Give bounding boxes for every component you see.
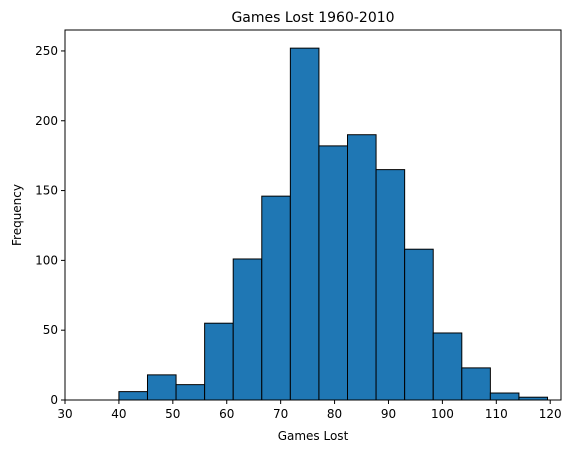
y-tick-label: 0: [50, 393, 58, 407]
x-axis-label: Games Lost: [278, 429, 349, 443]
histogram-bar: [232, 258, 263, 401]
histogram-bar: [175, 384, 206, 401]
histogram-bar: [204, 322, 234, 401]
histogram-bar: [347, 134, 377, 401]
y-tick-label: 200: [35, 114, 58, 128]
x-tick-label: 90: [381, 407, 396, 421]
x-tick-label: 70: [273, 407, 288, 421]
x-tick-label: 100: [431, 407, 454, 421]
y-tick-label: 150: [35, 184, 58, 198]
x-tick-label: 40: [111, 407, 126, 421]
y-tick-label: 250: [35, 44, 58, 58]
histogram-bar: [118, 391, 148, 401]
x-tick-label: 80: [327, 407, 342, 421]
plot-frame: [64, 29, 562, 401]
histogram-bar: [461, 367, 491, 401]
histogram-bar: [146, 374, 177, 401]
histogram-bar: [261, 195, 291, 401]
x-tick-label: 50: [165, 407, 180, 421]
histogram-bar: [432, 332, 463, 401]
x-tick-label: 30: [57, 407, 72, 421]
x-tick-label: 120: [539, 407, 562, 421]
bars-group: [118, 47, 549, 401]
y-axis-ticks: 0 50 100 150 200 250: [35, 44, 65, 407]
y-axis-label: Frequency: [10, 184, 24, 246]
x-axis-ticks: 30 40 50 60 70 80 90 100 110 120: [57, 400, 562, 421]
histogram-bar: [404, 248, 434, 401]
x-tick-label: 60: [219, 407, 234, 421]
histogram-bar: [318, 145, 348, 401]
histogram-bar: [289, 47, 320, 401]
x-tick-label: 110: [485, 407, 508, 421]
y-tick-label: 100: [35, 253, 58, 267]
chart-title: Games Lost 1960-2010: [231, 10, 394, 26]
histogram-bar: [375, 169, 406, 401]
histogram-bar: [489, 392, 520, 401]
y-tick-label: 50: [43, 323, 58, 337]
